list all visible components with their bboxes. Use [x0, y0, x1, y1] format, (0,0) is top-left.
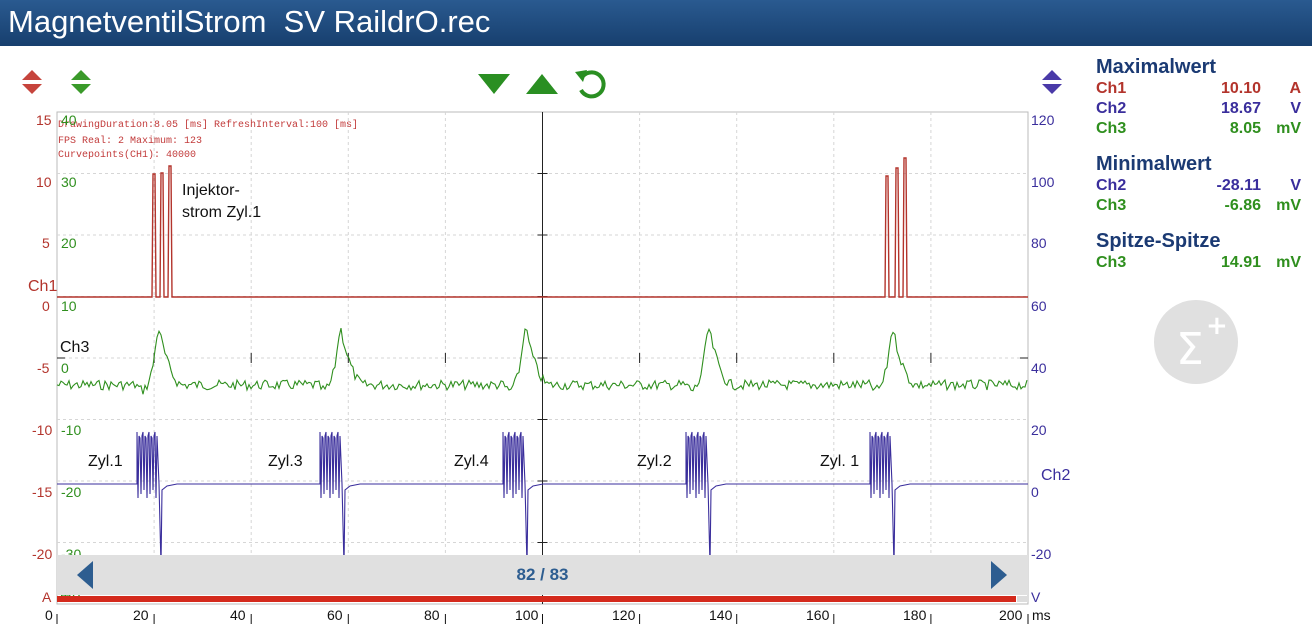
ch3-tick-label: 30	[61, 174, 77, 190]
ch2-tick-label: 0	[1031, 484, 1039, 500]
info-line-2: FPS Real: 2 Maximum: 123	[58, 136, 203, 147]
unit: V	[1290, 100, 1301, 117]
ch3-scale-arrows-icon[interactable]	[69, 68, 93, 96]
unit: V	[1290, 177, 1301, 194]
ch1-tick-label: 15	[36, 112, 52, 128]
ch3-tick-label: 0	[61, 360, 69, 376]
record-progress-bar[interactable]	[57, 596, 1017, 602]
max-title: Maximalwert	[1096, 56, 1217, 78]
ch1-tick-label: 0	[42, 298, 50, 314]
cylinder-label: Zyl.1	[88, 453, 123, 470]
svg-text:Σ: Σ	[1176, 324, 1204, 375]
ch2-tick-label: 80	[1031, 235, 1047, 251]
sigma-plus-icon[interactable]: Σ +	[1154, 300, 1238, 384]
svg-text:+: +	[1206, 311, 1228, 341]
ch1-unit-label: A	[42, 589, 52, 605]
ch1-tick-label: -10	[32, 422, 53, 438]
triangle-down-icon[interactable]	[477, 72, 511, 96]
record-navigator[interactable]: 82 / 83	[57, 555, 1028, 595]
ch2-unit-label: V	[1031, 589, 1041, 605]
unit: mV	[1276, 197, 1301, 214]
x-tick-label: 20	[133, 607, 149, 623]
ch2-tick-label: 40	[1031, 360, 1047, 376]
ch3-channel-label[interactable]: Ch3	[60, 339, 90, 356]
max-row-ch1: Ch1 10.10 A	[1096, 79, 1308, 99]
max-value: 18.67	[1220, 100, 1261, 117]
record-counter: 82 / 83	[516, 565, 569, 584]
p2p-value: 14.91	[1220, 254, 1261, 271]
cylinder-label: Zyl. 1	[820, 453, 860, 470]
p2p-title: Spitze-Spitze	[1096, 230, 1221, 252]
ch3-tick-label: -20	[61, 484, 82, 500]
x-tick-label: 0	[45, 607, 53, 623]
ch2-trace	[57, 431, 1028, 567]
min-value: -6.86	[1224, 197, 1261, 214]
x-tick-label: 160	[806, 607, 830, 623]
unit: mV	[1276, 254, 1301, 271]
ch1-tick-label: -15	[32, 484, 53, 500]
x-tick-label: 200	[999, 607, 1023, 623]
max-row-ch2: Ch2 18.67 V	[1096, 99, 1308, 119]
channel-name: Ch3	[1096, 254, 1127, 271]
cylinder-label: Zyl.4	[454, 453, 489, 470]
cylinder-label: Zyl.3	[268, 453, 303, 470]
min-title: Minimalwert	[1096, 153, 1212, 175]
x-tick-label: 40	[230, 607, 246, 623]
channel-name: Ch2	[1096, 177, 1127, 194]
cylinder-label: Zyl.2	[637, 453, 672, 470]
ch1-tick-label: -5	[37, 360, 50, 376]
refresh-icon[interactable]	[573, 66, 609, 100]
ch2-tick-label: 20	[1031, 422, 1047, 438]
measurement-panel: Maximalwert Ch1 10.10 A Ch2 18.67 V Ch3 …	[1096, 56, 1308, 273]
x-tick-label: 180	[903, 607, 927, 623]
x-tick-label: 80	[424, 607, 440, 623]
x-unit-label: ms	[1032, 607, 1051, 623]
channel-name: Ch3	[1096, 197, 1127, 214]
triangle-up-icon[interactable]	[525, 72, 559, 96]
injector-annotation-line1: Injektor-	[182, 182, 240, 199]
ch2-tick-label: 100	[1031, 174, 1055, 190]
ch2-tick-label: 60	[1031, 298, 1047, 314]
info-line-3: Curvepoints(CH1): 40000	[58, 150, 197, 161]
window-title: MagnetventilStrom SV RaildrO.rec	[0, 0, 1312, 46]
p2p-row-ch3: Ch3 14.91 mV	[1096, 253, 1308, 273]
info-line-1: DrawingDuration:8.05 [ms] RefreshInterva…	[58, 120, 359, 131]
scope-plot[interactable]	[0, 46, 1090, 630]
ch3-tick-label: -10	[61, 422, 82, 438]
ch1-channel-label[interactable]: Ch1	[28, 278, 58, 295]
x-tick-label: 100	[515, 607, 539, 623]
unit: A	[1289, 80, 1301, 97]
triangle-right-icon[interactable]	[989, 559, 1009, 591]
ch3-tick-label: 10	[61, 298, 77, 314]
ch1-tick-label: 5	[42, 235, 50, 251]
max-value: 8.05	[1229, 120, 1261, 137]
ch3-tick-label: 20	[61, 235, 77, 251]
channel-name: Ch2	[1096, 100, 1127, 117]
oscilloscope-area[interactable]: DrawingDuration:8.05 [ms] RefreshInterva…	[0, 46, 1090, 630]
min-row-ch2: Ch2 -28.11 V	[1096, 176, 1308, 196]
ch1-scale-arrows-icon[interactable]	[20, 68, 44, 96]
max-row-ch3: Ch3 8.05 mV	[1096, 119, 1308, 139]
ch3-tick-label: 40	[61, 112, 77, 128]
record-progress-track-end	[1017, 596, 1028, 602]
unit: mV	[1276, 120, 1301, 137]
x-tick-label: 120	[612, 607, 636, 623]
x-tick-label: 140	[709, 607, 733, 623]
channel-name: Ch3	[1096, 120, 1127, 137]
ch2-tick-label: 120	[1031, 112, 1055, 128]
ch1-trace	[57, 157, 1028, 298]
ch1-tick-label: -20	[32, 546, 53, 562]
ch2-channel-label[interactable]: Ch2	[1041, 467, 1071, 484]
ch2-scale-arrows-icon[interactable]	[1040, 68, 1064, 96]
x-tick-label: 60	[327, 607, 343, 623]
min-value: -28.11	[1216, 177, 1261, 194]
ch2-tick-label: -20	[1031, 546, 1052, 562]
ch1-tick-label: 10	[36, 174, 52, 190]
triangle-left-icon[interactable]	[75, 559, 95, 591]
ch3-trace	[56, 327, 1028, 395]
max-value: 10.10	[1220, 80, 1261, 97]
channel-name: Ch1	[1096, 80, 1127, 97]
injector-annotation-line2: strom Zyl.1	[182, 204, 262, 221]
min-row-ch3: Ch3 -6.86 mV	[1096, 196, 1308, 216]
